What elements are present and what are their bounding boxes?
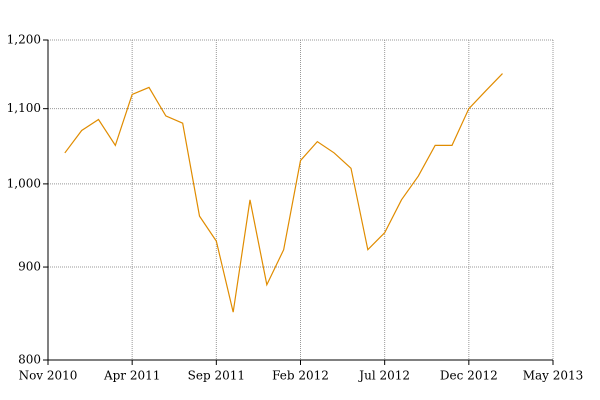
- x-tick-label: Dec 2012: [440, 369, 498, 383]
- x-tick-label: Sep 2011: [188, 369, 245, 383]
- x-tick-label: Jul 2012: [357, 369, 410, 383]
- y-tick-label: 800: [18, 353, 41, 367]
- y-tick-label: 1,100: [7, 101, 41, 115]
- y-tick-label: 1,000: [7, 176, 41, 190]
- x-tick-label: Apr 2011: [103, 369, 160, 383]
- x-tick-label: Feb 2012: [272, 369, 329, 383]
- line-series: [64, 73, 503, 313]
- y-tick-label: 1,200: [7, 33, 41, 47]
- x-tick-label: May 2013: [523, 369, 584, 383]
- y-tick-label: 900: [18, 260, 41, 274]
- x-tick-label: Nov 2010: [19, 369, 78, 383]
